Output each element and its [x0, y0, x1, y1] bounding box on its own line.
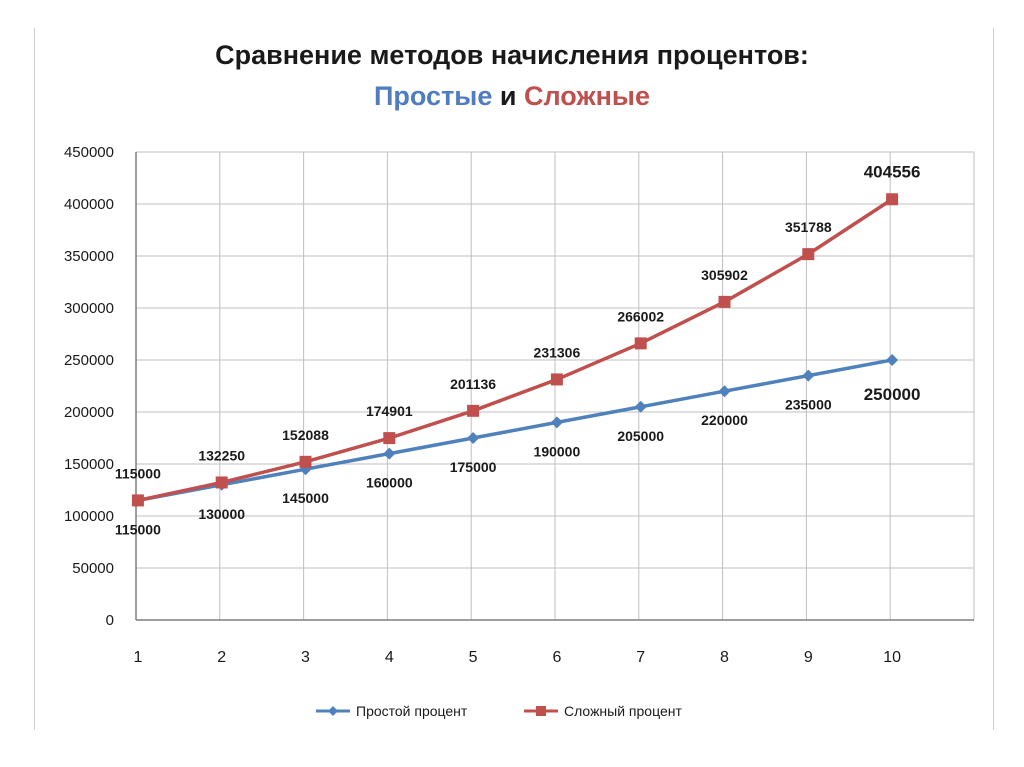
subtitle-and: и	[499, 81, 517, 111]
data-point	[131, 494, 144, 507]
y-tick-label: 300000	[64, 300, 114, 317]
data-point	[802, 369, 815, 382]
chart-subtitle: Простые и Сложные	[0, 81, 1024, 112]
x-tick-label: 2	[217, 649, 226, 666]
data-label: 220000	[701, 412, 748, 428]
y-tick-label: 100000	[64, 508, 114, 525]
data-point	[383, 432, 396, 445]
data-label: 130000	[198, 506, 245, 522]
data-point	[802, 248, 815, 261]
x-tick-label: 8	[720, 649, 729, 666]
x-tick-label: 10	[883, 649, 901, 666]
data-label: 132250	[198, 447, 245, 463]
y-tick-label: 200000	[64, 404, 114, 421]
data-label: 205000	[617, 428, 664, 444]
chart-title-block: Сравнение методов начисления процентов: …	[0, 40, 1024, 112]
data-label: 152088	[282, 427, 329, 443]
x-tick-label: 5	[469, 649, 478, 666]
data-point	[718, 385, 731, 398]
slide-frame	[34, 28, 994, 730]
x-tick-label: 7	[636, 649, 645, 666]
legend-marker	[536, 706, 546, 716]
x-tick-label: 4	[385, 649, 394, 666]
y-tick-label: 50000	[72, 560, 114, 577]
legend-label: Сложный процент	[564, 703, 682, 719]
data-label: 250000	[864, 385, 921, 404]
x-tick-label: 3	[301, 649, 310, 666]
data-point	[634, 337, 647, 350]
data-point	[550, 373, 563, 386]
y-tick-label: 450000	[64, 144, 114, 161]
data-label: 201136	[450, 376, 496, 392]
data-point	[299, 455, 312, 468]
data-point	[634, 400, 647, 413]
subtitle-simple: Простые	[374, 81, 493, 111]
data-label: 145000	[282, 490, 329, 506]
chart-title: Сравнение методов начисления процентов:	[215, 40, 809, 70]
data-label: 160000	[366, 475, 413, 491]
data-label: 266002	[617, 308, 664, 324]
data-point	[886, 354, 899, 366]
data-label: 305902	[701, 267, 748, 283]
legend-label: Простой процент	[356, 703, 468, 719]
data-label: 190000	[534, 443, 581, 459]
x-tick-label: 1	[133, 649, 142, 666]
data-point	[550, 416, 563, 429]
data-label: 174901	[366, 403, 413, 419]
data-point	[383, 447, 396, 460]
subtitle-compound: Сложные	[524, 81, 650, 111]
y-tick-label: 250000	[64, 352, 114, 369]
data-point	[886, 193, 899, 206]
data-label: 231306	[534, 344, 581, 360]
data-point	[467, 404, 480, 417]
data-label: 351788	[785, 219, 832, 235]
series-line	[137, 197, 894, 503]
data-label: 115000	[115, 521, 161, 537]
y-tick-label: 400000	[64, 196, 114, 213]
data-label: 115000	[115, 465, 161, 481]
y-tick-label: 150000	[64, 456, 114, 473]
data-label: 175000	[450, 459, 497, 475]
data-point	[718, 295, 731, 308]
data-point	[215, 476, 228, 489]
legend-marker	[328, 706, 338, 716]
data-label: 404556	[864, 162, 921, 181]
data-point	[467, 432, 480, 444]
data-label: 235000	[785, 397, 832, 413]
y-tick-label: 0	[106, 612, 114, 629]
x-tick-label: 6	[552, 649, 561, 666]
series-line	[137, 358, 893, 503]
y-tick-label: 350000	[64, 248, 114, 265]
x-tick-label: 9	[804, 649, 813, 666]
